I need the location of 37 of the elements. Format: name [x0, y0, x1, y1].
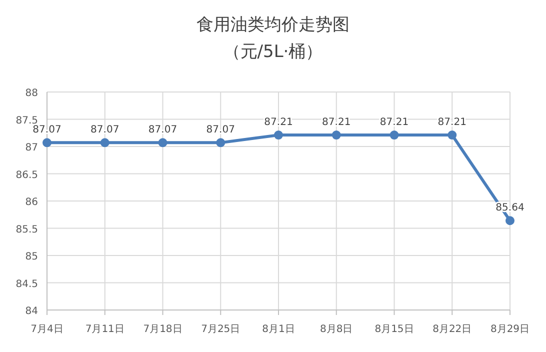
y-tick-label: 84.5	[16, 278, 38, 290]
point	[158, 138, 168, 148]
y-tick-label: 86.5	[16, 170, 38, 181]
x-tick-label: 7月25日	[201, 324, 240, 335]
data-label: 87.21	[380, 117, 409, 128]
y-tick-label: 84	[25, 306, 38, 317]
point	[216, 138, 226, 148]
x-tick-label: 8月1日	[262, 324, 295, 335]
x-tick-label: 7月11日	[85, 324, 124, 335]
x-tick-label: 7月4日	[30, 324, 64, 335]
data-label: 87.07	[206, 124, 235, 136]
x-tick-label: 8月15日	[374, 324, 414, 335]
y-tick-label: 87.5	[16, 115, 38, 126]
y-tick-label: 88	[25, 88, 38, 99]
data-label: 87.21	[322, 117, 351, 128]
point	[42, 138, 52, 148]
y-tick-label: 86	[25, 197, 38, 208]
point	[274, 130, 283, 140]
y-tick-label: 85.5	[16, 224, 38, 236]
x-tick-label: 8月29日	[490, 324, 530, 335]
point	[506, 216, 514, 226]
point	[100, 138, 110, 148]
point	[390, 130, 399, 140]
data-label: 87.07	[148, 124, 178, 136]
point	[332, 130, 341, 140]
x-tick-label: 8月8日	[320, 324, 353, 335]
chart-subtitle: （元/5L·桶）	[223, 42, 323, 62]
x-tick-label: 8月22日	[432, 324, 472, 335]
data-label: 87.21	[264, 117, 293, 128]
y-tick-label: 87	[25, 142, 38, 154]
x-tick-label: 7月18日	[143, 324, 182, 335]
point	[448, 130, 457, 140]
data-label: 87.07	[90, 124, 120, 136]
data-label: 87.07	[32, 124, 62, 136]
y-tick-label: 85	[25, 252, 38, 262]
chart-title: 食用油类均价走势图	[196, 15, 350, 35]
data-label: 87.21	[438, 117, 466, 128]
